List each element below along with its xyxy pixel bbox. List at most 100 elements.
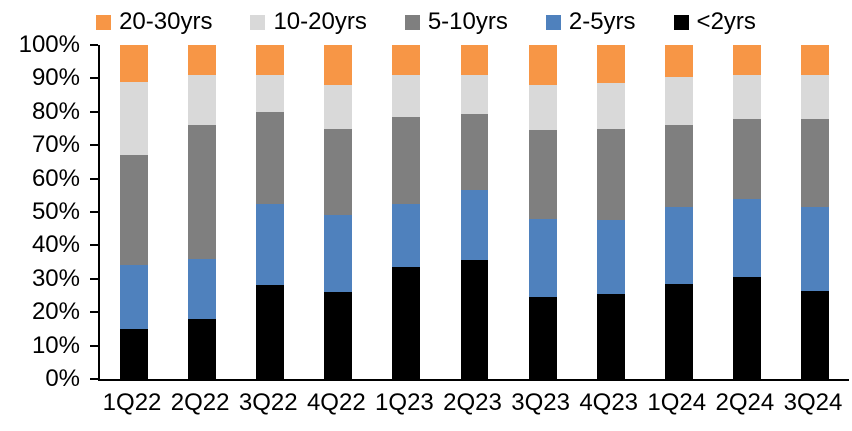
bar-segment-20-30yrs (392, 45, 421, 76)
bar-segment-10-20yrs (256, 75, 285, 112)
bar-3q23 (528, 45, 557, 379)
x-tick-label-3q23: 3Q23 (511, 389, 570, 416)
bar-segment-10-20yrs (188, 75, 217, 126)
legend-label: 20-30yrs (119, 8, 213, 35)
x-tick-label-4q23: 4Q23 (579, 389, 639, 416)
bar-segment-5-10yrs (596, 128, 625, 221)
bar-segment-20-30yrs (596, 45, 625, 84)
bar-segment-2-5yrs (732, 198, 761, 278)
bar-segment-5-10yrs (324, 128, 353, 216)
bar-segment-2yrs (324, 292, 353, 379)
x-tick-label-1q22: 1Q22 (102, 389, 162, 416)
bar-segment-20-30yrs (732, 45, 761, 76)
bar-segment-2yrs (392, 267, 421, 379)
legend-swatch-10-20yrs (250, 14, 266, 30)
bar-segment-10-20yrs (324, 85, 353, 129)
y-tick-label-50: 50% (31, 198, 80, 225)
bar-segment-5-10yrs (664, 125, 693, 207)
bar-1q24 (664, 45, 693, 379)
y-axis-labels: 0% 10% 20% 30% 40% 50% 60% 70% 80% 90% 100% (0, 33, 80, 391)
y-axis-tick-mark (90, 211, 98, 213)
bar-segment-10-20yrs (664, 76, 693, 126)
bar-3q24 (800, 45, 829, 379)
legend-item-10-20yrs: 10-20yrs (250, 8, 367, 36)
bar-segment-2-5yrs (392, 203, 421, 268)
y-axis-tick-mark (90, 110, 98, 113)
legend-item-2-5yrs: 2-5yrs (545, 8, 636, 36)
y-tick-label-90: 90% (31, 64, 80, 92)
bar-segment-2yrs (256, 285, 285, 379)
bar-segment-2-5yrs (120, 265, 148, 329)
x-axis-labels: 1Q22 2Q22 3Q22 4Q22 1Q23 2Q23 3Q23 4Q23 1Q24 2Q24… (98, 390, 847, 420)
bar-segment-10-20yrs (120, 81, 148, 156)
legend-item-2yrs: <2yrs (673, 8, 756, 36)
x-tick-label-1q23: 1Q23 (375, 389, 434, 416)
legend-label: 2-5yrs (568, 8, 636, 35)
legend-item-5-10yrs: 5-10yrs (404, 8, 508, 36)
y-axis-tick-mark (90, 344, 98, 347)
bar-segment-2yrs (596, 293, 625, 379)
bar-segment-2-5yrs (664, 207, 693, 284)
bar-segment-2-5yrs (188, 258, 217, 319)
bar-1q22 (120, 45, 148, 379)
bar-segment-10-20yrs (800, 75, 829, 119)
bar-segment-2-5yrs (528, 218, 557, 298)
legend-swatch-2-5yrs (545, 14, 561, 30)
bar-2q24 (732, 45, 761, 379)
bar-segment-20-30yrs (256, 45, 285, 76)
y-tick-label-20: 20% (31, 298, 80, 326)
x-tick-label-3q24: 3Q24 (783, 389, 843, 416)
y-axis-tick-mark (90, 311, 98, 314)
y-tick-label-80: 80% (31, 97, 80, 125)
chart-legend: 20-30yrs 10-20yrs 5-10yrs 2-5yrs <2yrs (0, 6, 852, 38)
bar-segment-10-20yrs (596, 83, 625, 129)
y-tick-label-10: 10% (31, 331, 80, 359)
bar-segment-2yrs (188, 318, 217, 379)
bar-4q22 (324, 45, 353, 379)
bar-segment-5-10yrs (800, 118, 829, 207)
bar-segment-5-10yrs (392, 116, 421, 204)
bar-segment-5-10yrs (460, 113, 489, 191)
x-tick-label-2q22: 2Q22 (170, 389, 230, 416)
bar-segment-5-10yrs (528, 130, 557, 219)
bar-segment-2-5yrs (800, 207, 829, 291)
bar-segment-10-20yrs (460, 75, 489, 114)
y-tick-label-30: 30% (31, 264, 80, 292)
x-tick-label-4q22: 4Q22 (306, 389, 366, 416)
bar-segment-2-5yrs (256, 203, 285, 286)
bar-1q23 (392, 45, 421, 379)
bar-3q22 (256, 45, 285, 379)
legend-swatch-5-10yrs (404, 14, 420, 30)
y-axis-tick-mark (90, 378, 98, 380)
y-tick-label-60: 60% (31, 164, 80, 192)
bar-segment-2yrs (460, 260, 489, 379)
bar-segment-5-10yrs (256, 111, 285, 204)
bar-segment-10-20yrs (528, 85, 557, 131)
bar-segment-20-30yrs (188, 45, 217, 76)
x-tick-label-2q23: 2Q23 (443, 389, 502, 416)
bar-2q22 (188, 45, 217, 379)
y-tick-label-100: 100% (18, 31, 80, 58)
y-axis-tick-mark (90, 277, 98, 280)
x-tick-label-2q24: 2Q24 (715, 389, 775, 416)
y-axis-tick-mark (90, 144, 98, 147)
bars-group (100, 45, 849, 379)
legend-swatch-20-30yrs (96, 14, 112, 30)
bar-2q23 (460, 45, 489, 379)
y-axis-tick-mark (90, 177, 98, 180)
bar-segment-2yrs (528, 297, 557, 379)
bar-segment-20-30yrs (664, 45, 693, 77)
bar-segment-5-10yrs (732, 118, 761, 199)
legend-label: 5-10yrs (427, 8, 508, 35)
bar-segment-2-5yrs (460, 190, 489, 261)
x-tick-label-1q24: 1Q24 (647, 389, 707, 416)
bar-segment-20-30yrs (460, 45, 489, 76)
bar-segment-2yrs (732, 277, 761, 379)
bar-4q23 (596, 45, 625, 379)
legend-label: <2yrs (696, 8, 756, 35)
y-axis-tick-mark (90, 44, 98, 46)
bar-segment-10-20yrs (732, 75, 761, 119)
bar-segment-2-5yrs (596, 220, 625, 294)
y-tick-label-0: 0% (45, 365, 80, 392)
